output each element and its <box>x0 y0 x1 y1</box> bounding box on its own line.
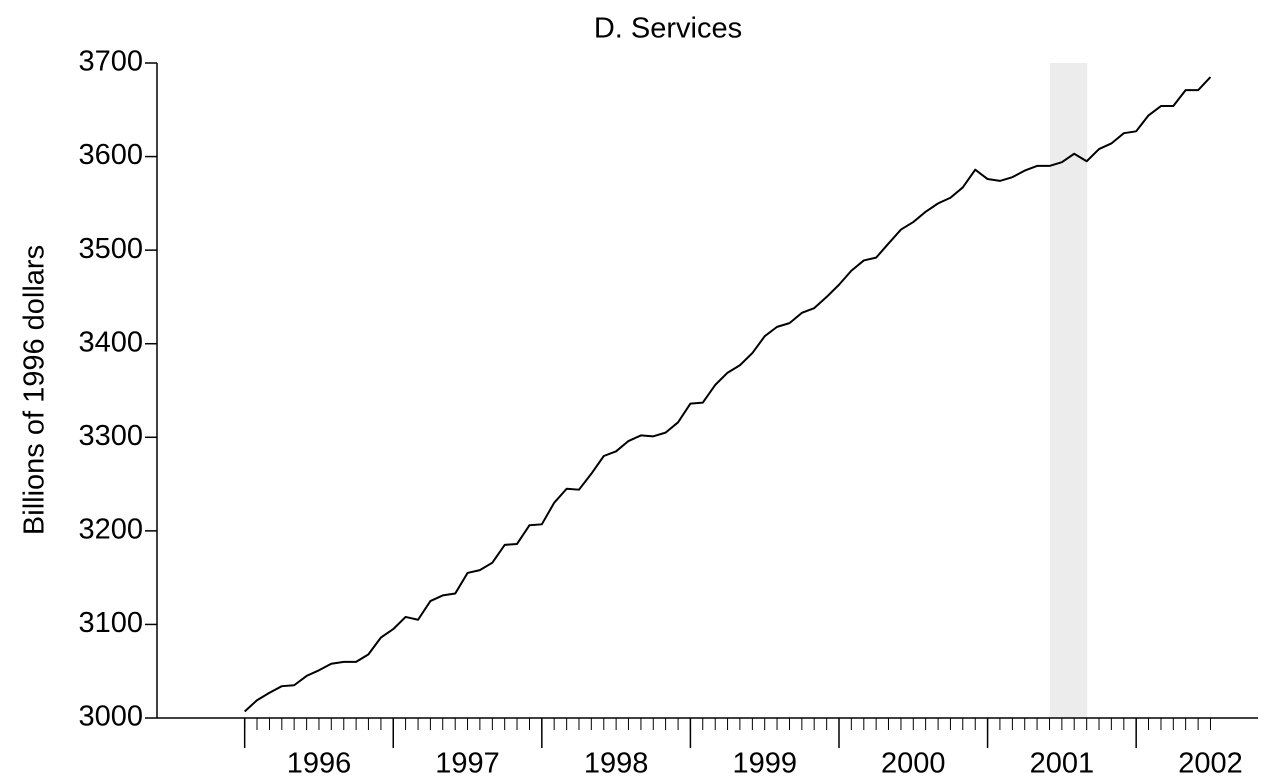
x-tick-label: 1999 <box>732 748 797 780</box>
x-tick-label: 1998 <box>584 748 649 780</box>
x-tick-label: 2001 <box>1030 748 1095 780</box>
y-tick-label: 3000 <box>78 701 143 733</box>
y-tick-label: 3600 <box>78 139 143 171</box>
y-tick-label: 3500 <box>78 233 143 265</box>
y-tick-label: 3100 <box>78 607 143 639</box>
data-line <box>243 76 1212 713</box>
shaded-region <box>1049 63 1088 718</box>
y-tick-label: 3700 <box>78 46 143 78</box>
x-tick-label: 2002 <box>1178 748 1243 780</box>
x-tick-label: 2000 <box>881 748 946 780</box>
y-axis-label: Billions of 1996 dollars <box>19 245 51 535</box>
x-tick-label: 1996 <box>287 748 352 780</box>
x-tick-label: 1997 <box>435 748 500 780</box>
y-tick-label: 3400 <box>78 326 143 358</box>
y-tick-label: 3200 <box>78 514 143 546</box>
chart-title: D. Services <box>594 13 742 45</box>
y-tick-label: 3300 <box>78 420 143 452</box>
